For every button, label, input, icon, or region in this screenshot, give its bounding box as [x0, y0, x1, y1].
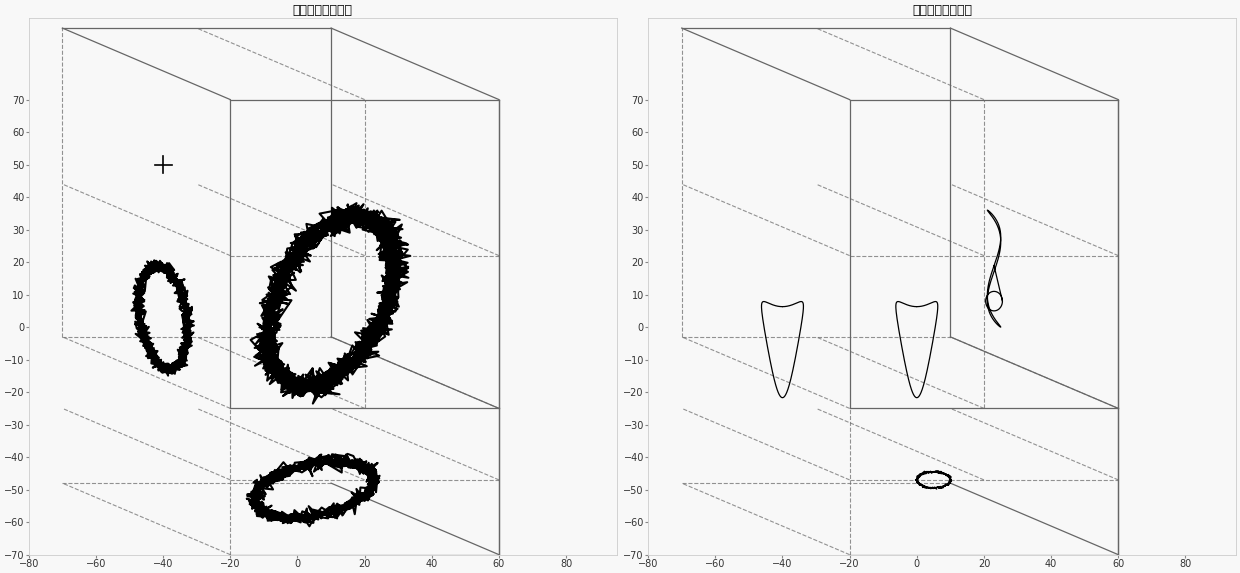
Title: 三维合成轴心轨迹: 三维合成轴心轨迹 [911, 4, 972, 17]
Title: 三维原始轴心轨迹: 三维原始轴心轨迹 [293, 4, 352, 17]
